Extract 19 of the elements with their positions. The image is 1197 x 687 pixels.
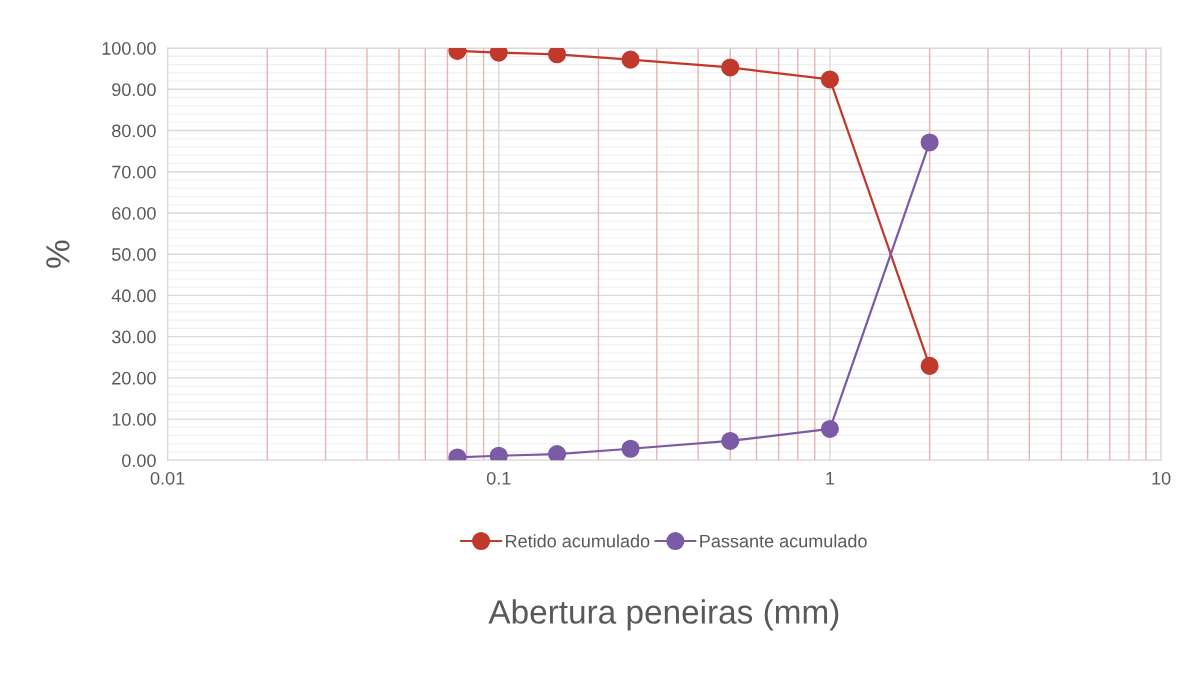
y-tick-label: 40.00: [111, 289, 156, 303]
legend-label: Retido acumulado: [506, 534, 650, 548]
y-axis-title: %: [46, 240, 70, 268]
y-tick-label: 30.00: [111, 330, 156, 344]
legend-label: Passante acumulado: [700, 534, 867, 548]
x-tick-label: 0.1: [486, 471, 511, 485]
y-tick-label: 50.00: [112, 248, 156, 261]
y-tick-label: 80.00: [112, 124, 156, 138]
y-tick-label: 10.00: [112, 413, 156, 426]
x-tick-label: 10: [1152, 471, 1171, 485]
x-tick-label: 1: [826, 472, 835, 485]
y-tick-label: 60.00: [112, 206, 156, 220]
y-tick-label: 100.00: [102, 42, 156, 55]
y-tick-label: 70.00: [112, 165, 156, 179]
x-axis-title: Abertura peneiras (mm): [488, 599, 839, 631]
x-tick-label: 0.01: [150, 471, 185, 485]
y-tick-label: 0.00: [122, 454, 156, 468]
y-tick-label: 90.00: [112, 83, 156, 97]
y-tick-label: 20.00: [112, 371, 156, 385]
